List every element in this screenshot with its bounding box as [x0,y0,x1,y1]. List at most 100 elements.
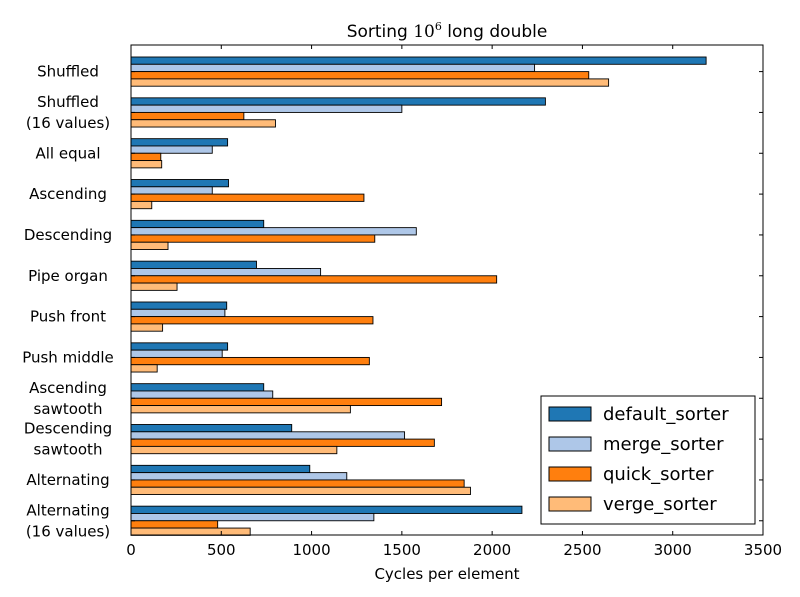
y-tick-label-line: Shuffled [37,63,99,81]
bar-merge_sorter-11 [130,513,375,522]
bar-quick_sorter-10 [130,479,465,488]
bar-merge_sorter-2 [130,145,213,154]
y-tick-label: Descending [24,226,112,244]
x-tick-label: 500 [207,541,236,559]
y-tick-label-line: Push middle [22,348,114,366]
bar-default_sorter-8 [130,383,265,392]
y-tick-label: All equal [36,144,101,162]
y-tick-label: Push front [30,308,106,326]
y-tick-label-line: Push front [30,308,106,326]
x-axis: 0 500 1000 1500 2000 2500 3000 3500 [126,45,782,559]
title-suffix: long double [442,22,547,42]
bar-verge_sorter-0 [130,78,610,87]
bar-merge_sorter-9 [130,431,406,440]
x-tick-label: 3000 [654,541,692,559]
y-tick-label-line: Descending [24,420,112,438]
y-tick-label: Alternating [26,471,109,489]
bar-quick_sorter-1 [130,111,245,121]
y-tick-label: Alternating (16 values) [26,501,110,540]
bar-default_sorter-2 [130,138,229,147]
bar-verge_sorter-7 [130,364,158,373]
y-tick-label-line: Shuffled [37,93,99,111]
y-tick-label-line: Ascending [29,185,107,203]
bar-merge_sorter-7 [130,349,223,358]
bar-verge_sorter-8 [130,405,351,414]
x-tick-label: 2000 [473,541,511,559]
y-tick-label-line: (16 values) [26,522,110,540]
bar-merge_sorter-4 [130,227,417,236]
y-tick-label: Shuffled [37,63,99,81]
bar-quick_sorter-3 [130,193,365,202]
legend: default_sorter merge_sorter quick_sorterve… [540,395,756,525]
y-tick-label-line: All equal [36,144,101,162]
bar-merge_sorter-5 [130,268,322,277]
title-prefix: Sorting [347,22,414,42]
bar-verge_sorter-2 [130,160,163,169]
bar-verge_sorter-4 [130,241,169,250]
legend-label-default_sorter: default_sorter [603,404,729,425]
bar-merge_sorter-0 [130,63,536,73]
y-tick-label: Shuffled (16 values) [26,93,110,132]
bar-merge_sorter-10 [130,472,348,481]
bar-default_sorter-5 [130,260,257,269]
legend-swatch-verge_sorter [548,496,592,512]
y-tick-label-line: sawtooth [34,400,103,418]
bar-default_sorter-4 [130,219,265,229]
bar-default_sorter-10 [130,464,311,474]
y-tick-label: Ascending sawtooth [29,379,107,418]
y-tick-label-line: Alternating [26,471,109,489]
x-tick-label: 2500 [563,541,601,559]
y-tick-label: Ascending [29,185,107,203]
bar-quick_sorter-8 [130,397,443,407]
plot-frame [130,44,764,536]
y-tick-label-line: Alternating [26,501,109,519]
bar-default_sorter-11 [130,505,523,514]
bar-merge_sorter-3 [130,186,213,195]
bar-quick_sorter-4 [130,234,376,243]
bar-verge_sorter-10 [130,486,471,495]
x-tick-label: 0 [126,541,136,559]
bar-quick_sorter-6 [130,316,374,325]
bar-default_sorter-1 [130,97,546,106]
y-tick-label-line: (16 values) [26,114,110,132]
legend-swatch-merge_sorter [548,436,592,452]
bar-verge_sorter-1 [130,119,276,128]
bar-default_sorter-7 [130,342,229,351]
bar-quick_sorter-9 [130,438,435,447]
legend-label-quick_sorter: quick_sorter [603,464,714,485]
y-tick-label-line: sawtooth [34,441,103,459]
bar-default_sorter-3 [130,179,229,188]
x-tick-label: 3500 [744,541,782,559]
y-tick-label-line: Ascending [29,379,107,397]
bar-merge_sorter-6 [130,308,226,318]
bar-quick_sorter-0 [130,71,590,80]
bar-verge_sorter-6 [130,323,164,332]
bar-verge_sorter-3 [130,200,153,210]
legend-swatch-default_sorter [548,406,592,422]
legend-label-merge_sorter: merge_sorter [603,434,724,455]
x-tick-label: 1500 [383,541,421,559]
y-tick-label-line: Descending [24,226,112,244]
chart-title: Sorting 106 long double [347,20,548,42]
bar-verge_sorter-9 [130,445,338,455]
bar-merge_sorter-8 [130,390,274,399]
y-axis: Shuffled Shuffled (16 values) All equal Asce… [22,63,763,540]
legend-label-verge_sorter: verge_sorter [603,494,717,515]
title-exponent: 6 [435,20,442,33]
bar-default_sorter-9 [130,424,293,433]
bar-default_sorter-6 [130,301,228,310]
bar-quick_sorter-5 [130,275,498,284]
y-tick-label: Pipe organ [28,267,108,285]
title-base: 10 [413,22,435,42]
y-tick-label-line: Pipe organ [28,267,108,285]
x-tick-label: 1000 [292,541,330,559]
y-tick-label: Push middle [22,348,114,366]
bar-quick_sorter-11 [130,520,219,529]
bar-default_sorter-0 [130,56,707,65]
x-axis-label: Cycles per element [374,565,519,583]
y-tick-label: Descending sawtooth [24,420,112,459]
bars-group [130,56,707,536]
bar-verge_sorter-5 [130,282,178,291]
bar-verge_sorter-11 [130,527,251,536]
